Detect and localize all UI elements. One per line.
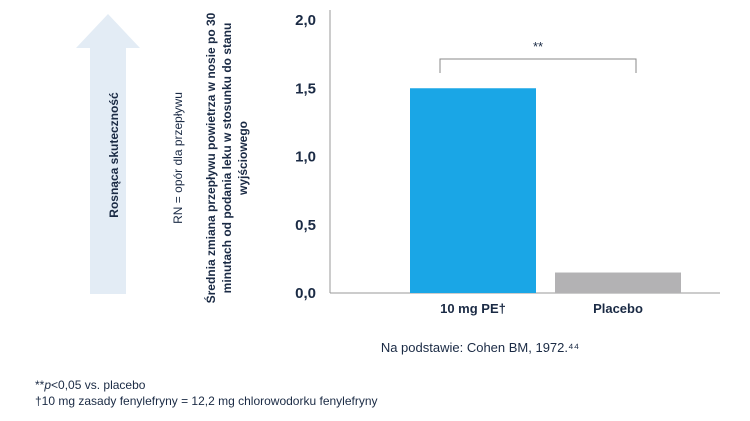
source-citation: Na podstawie: Cohen BM, 1972.⁴⁴ [380,340,580,355]
footnote-p-text: <0,05 vs. placebo [51,378,146,392]
y-tick-label: 1,0 [295,149,316,166]
y-tick-label: 2,0 [295,12,316,29]
y-tick-label: 1,5 [295,80,316,97]
footnote-p: p [44,378,52,392]
efficacy-arrow-shape [76,14,140,294]
bar [555,272,681,293]
significance-label: ** [533,39,543,54]
y-tick-label: 0,5 [295,217,316,234]
footnote-dose: †10 mg zasady fenylefryny = 12,2 mg chlo… [35,394,378,408]
footnote-stars: ** [35,378,45,392]
y-tick-label: 0,0 [295,285,316,302]
x-tick-label: 10 mg PE† [440,301,506,316]
significance-bracket [439,58,637,73]
efficacy-arrow-icon [76,14,140,294]
x-tick-label: Placebo [593,301,643,316]
bar [410,88,536,293]
footnote-significance: **p<0,05 vs. placebo [35,378,145,392]
